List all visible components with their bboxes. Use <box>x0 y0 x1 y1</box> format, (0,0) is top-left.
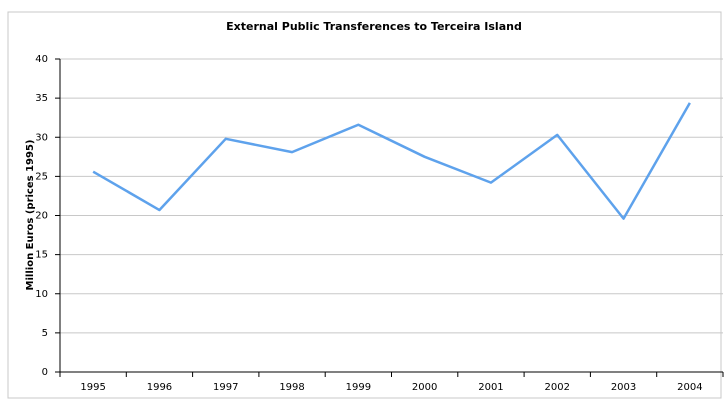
y-tick-label: 10 <box>35 289 48 300</box>
y-tick-label: 5 <box>42 328 48 339</box>
x-tick-label: 2004 <box>677 382 702 393</box>
y-tick-label: 20 <box>35 211 48 222</box>
x-tick-label: 2000 <box>412 382 437 393</box>
x-tick-label: 2001 <box>478 382 503 393</box>
line <box>92 102 691 220</box>
x-tick-label: 1997 <box>213 382 238 393</box>
y-tick-label: 30 <box>35 132 48 143</box>
x-tick-label: 2003 <box>611 382 636 393</box>
x-tick-label: 1999 <box>346 382 371 393</box>
x-tick-label: 1998 <box>279 382 304 393</box>
x-tick-label: 1995 <box>80 382 105 393</box>
chart-title: External Public Transferences to Terceir… <box>226 20 522 33</box>
y-tick-label: 0 <box>42 367 48 378</box>
x-tick-label: 2002 <box>545 382 570 393</box>
y-tick-label: 25 <box>35 171 48 182</box>
y-axis-label: Million Euros (prices 1995) <box>25 140 36 291</box>
y-tick-label: 15 <box>35 250 48 261</box>
chart-frame <box>7 11 722 399</box>
x-tick-label: 1996 <box>147 382 172 393</box>
y-tick-label: 35 <box>35 93 48 104</box>
y-tick-label: 40 <box>35 54 48 65</box>
